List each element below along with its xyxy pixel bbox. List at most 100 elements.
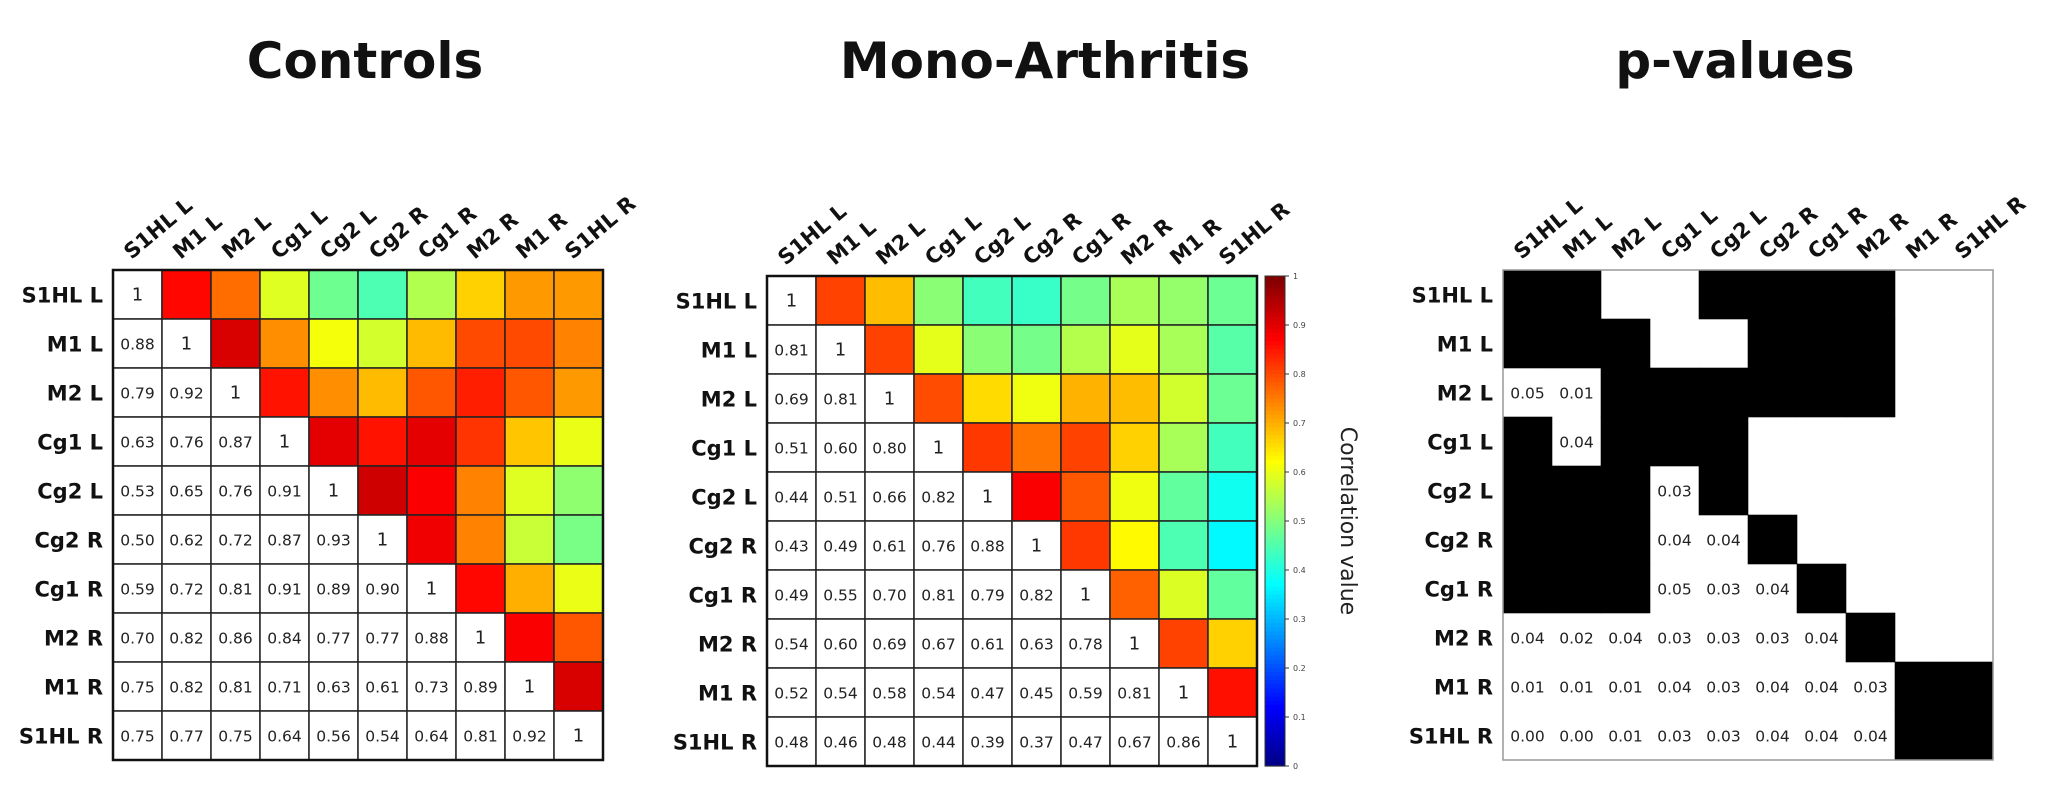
heatmap-cell [1060, 324, 1111, 375]
cell-value: 1 [1080, 585, 1091, 606]
cell-value: 1 [475, 628, 486, 649]
cell-value: 0.87 [267, 532, 302, 550]
colorbar-segment [1265, 610, 1285, 616]
heatmap-cell [815, 618, 866, 669]
colorbar: 0 0.1 0.2 0.3 0.4 0.5 0.6 0.7 0.8 0.9 1 Correlation… [1264, 272, 1360, 771]
p-value: 0.03 [1657, 483, 1692, 501]
colorbar-tick-label: 0.5 [1293, 517, 1306, 526]
heatmap-cell [1109, 275, 1160, 326]
colorbar-tick-label: 0.3 [1293, 615, 1306, 624]
colorbar-segment [1265, 435, 1285, 440]
p-value: 0.02 [1559, 630, 1594, 648]
cell-value: 0.67 [1117, 734, 1152, 752]
cell-value: 0.52 [774, 685, 809, 703]
colorbar-segment [1265, 374, 1285, 379]
colorbar-segment [1265, 504, 1285, 510]
cell-value: 0.72 [169, 581, 204, 599]
colorbar-segment [1265, 635, 1285, 641]
p-value: 0.01 [1608, 679, 1643, 697]
colorbar-segment [1265, 276, 1285, 281]
row-label: Cg1 R [688, 584, 757, 608]
p-value: 0.01 [1608, 728, 1643, 746]
heatmap-cell [112, 563, 163, 614]
colorbar-segment [1265, 390, 1285, 396]
colorbar-segment [1265, 325, 1285, 330]
cell-value: 0.45 [1019, 685, 1054, 703]
row-label: Cg1 R [34, 578, 103, 602]
colorbar-segment [1265, 541, 1285, 547]
cell-value: 0.75 [120, 728, 155, 746]
heatmap-cell [1158, 716, 1209, 767]
heatmap-cell [1207, 275, 1258, 326]
cell-value: 0.47 [970, 685, 1005, 703]
heatmap-cell [259, 514, 310, 565]
cell-value: 1 [1031, 536, 1042, 557]
colorbar-segment [1265, 341, 1285, 347]
significance-cell [1649, 416, 1700, 467]
p-value: 0.04 [1853, 728, 1888, 746]
p-value: 0.01 [1559, 679, 1594, 697]
p-value: 0.04 [1608, 630, 1643, 648]
colorbar-segment [1265, 369, 1285, 375]
heatmap-cell [1109, 618, 1160, 669]
significance-cell [1502, 465, 1553, 516]
p-value: 0.05 [1657, 581, 1692, 599]
colorbar-segment [1265, 553, 1285, 559]
heatmap-cell [406, 416, 457, 467]
cell-value: 0.60 [823, 636, 858, 654]
row-label: Cg1 R [1424, 578, 1493, 602]
colorbar-segment [1265, 292, 1285, 298]
heatmap-cell [406, 318, 457, 369]
colorbar-segment [1265, 443, 1285, 449]
colorbar-segment [1265, 447, 1285, 453]
cell-value: 0.81 [218, 679, 253, 697]
colorbar-segment [1265, 578, 1285, 583]
p-value: 0.04 [1755, 679, 1790, 697]
cell-value: 0.58 [872, 685, 907, 703]
heatmap-cell [455, 416, 506, 467]
row-label: M2 L [47, 382, 103, 406]
colorbar-segment [1265, 639, 1285, 645]
heatmap-cell [357, 514, 408, 565]
cell-value: 0.87 [218, 434, 253, 452]
cell-value: 1 [132, 285, 143, 306]
cell-value: 0.89 [463, 679, 498, 697]
heatmap-cell [1158, 520, 1209, 571]
significance-cell [1649, 367, 1700, 418]
row-label: S1HL L [676, 290, 757, 314]
row-label: M1 R [1434, 676, 1493, 700]
heatmap-cell [455, 465, 506, 516]
p-value: 0.04 [1706, 532, 1741, 550]
cell-value: 1 [524, 677, 535, 698]
p-value: 0.03 [1706, 679, 1741, 697]
cell-value: 0.82 [169, 630, 204, 648]
colorbar-segment [1265, 672, 1285, 677]
heatmap-cell [864, 471, 915, 522]
heatmap-cell [553, 514, 604, 565]
heatmap-cell [210, 367, 261, 418]
row-label: Cg2 R [1424, 529, 1493, 553]
panel-title: p-values [1615, 32, 1854, 90]
significance-cell [1796, 318, 1847, 369]
cell-value: 0.82 [1019, 587, 1054, 605]
cell-value: 1 [328, 481, 339, 502]
heatmap-cell [455, 710, 506, 761]
cell-value: 0.81 [921, 587, 956, 605]
colorbar-segment [1265, 680, 1285, 685]
heatmap-cell [1207, 716, 1258, 767]
cell-value: 0.92 [169, 385, 204, 403]
heatmap-cell [308, 416, 359, 467]
heatmap-cell [766, 667, 817, 718]
colorbar-segment [1265, 696, 1285, 702]
cell-value: 0.49 [823, 538, 858, 556]
heatmap-cell [1109, 471, 1160, 522]
colorbar-segment [1265, 623, 1285, 628]
colorbar-segment [1265, 463, 1285, 469]
heatmap-cell [504, 661, 555, 712]
colorbar-segment [1265, 386, 1285, 391]
colorbar-segment [1265, 606, 1285, 612]
heatmap-cell [962, 324, 1013, 375]
heatmap-cell [1109, 569, 1160, 620]
heatmap-cell [1207, 569, 1258, 620]
row-label: Cg1 L [1427, 431, 1493, 455]
